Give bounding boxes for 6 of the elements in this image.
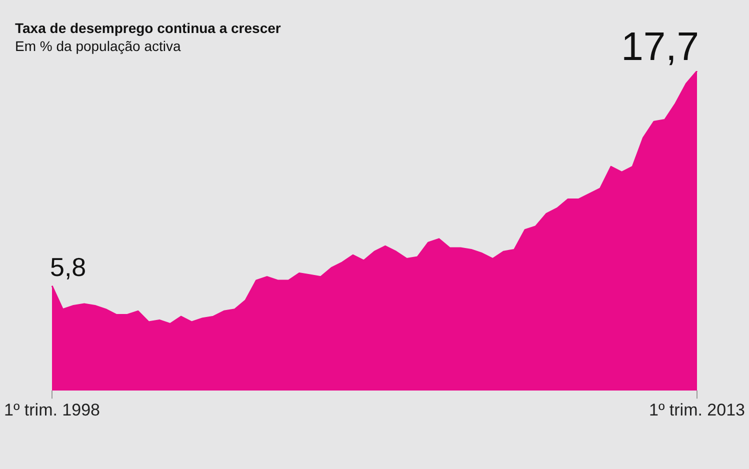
- chart-title: Taxa de desemprego continua a crescer: [15, 20, 281, 36]
- data-label: 17,7: [621, 25, 699, 70]
- x-tick-label: 1º trim. 1998: [4, 400, 100, 420]
- chart-subtitle: Em % da população activa: [15, 38, 181, 54]
- data-label: 5,8: [50, 252, 86, 282]
- x-tick-label: 1º trim. 2013: [649, 400, 745, 420]
